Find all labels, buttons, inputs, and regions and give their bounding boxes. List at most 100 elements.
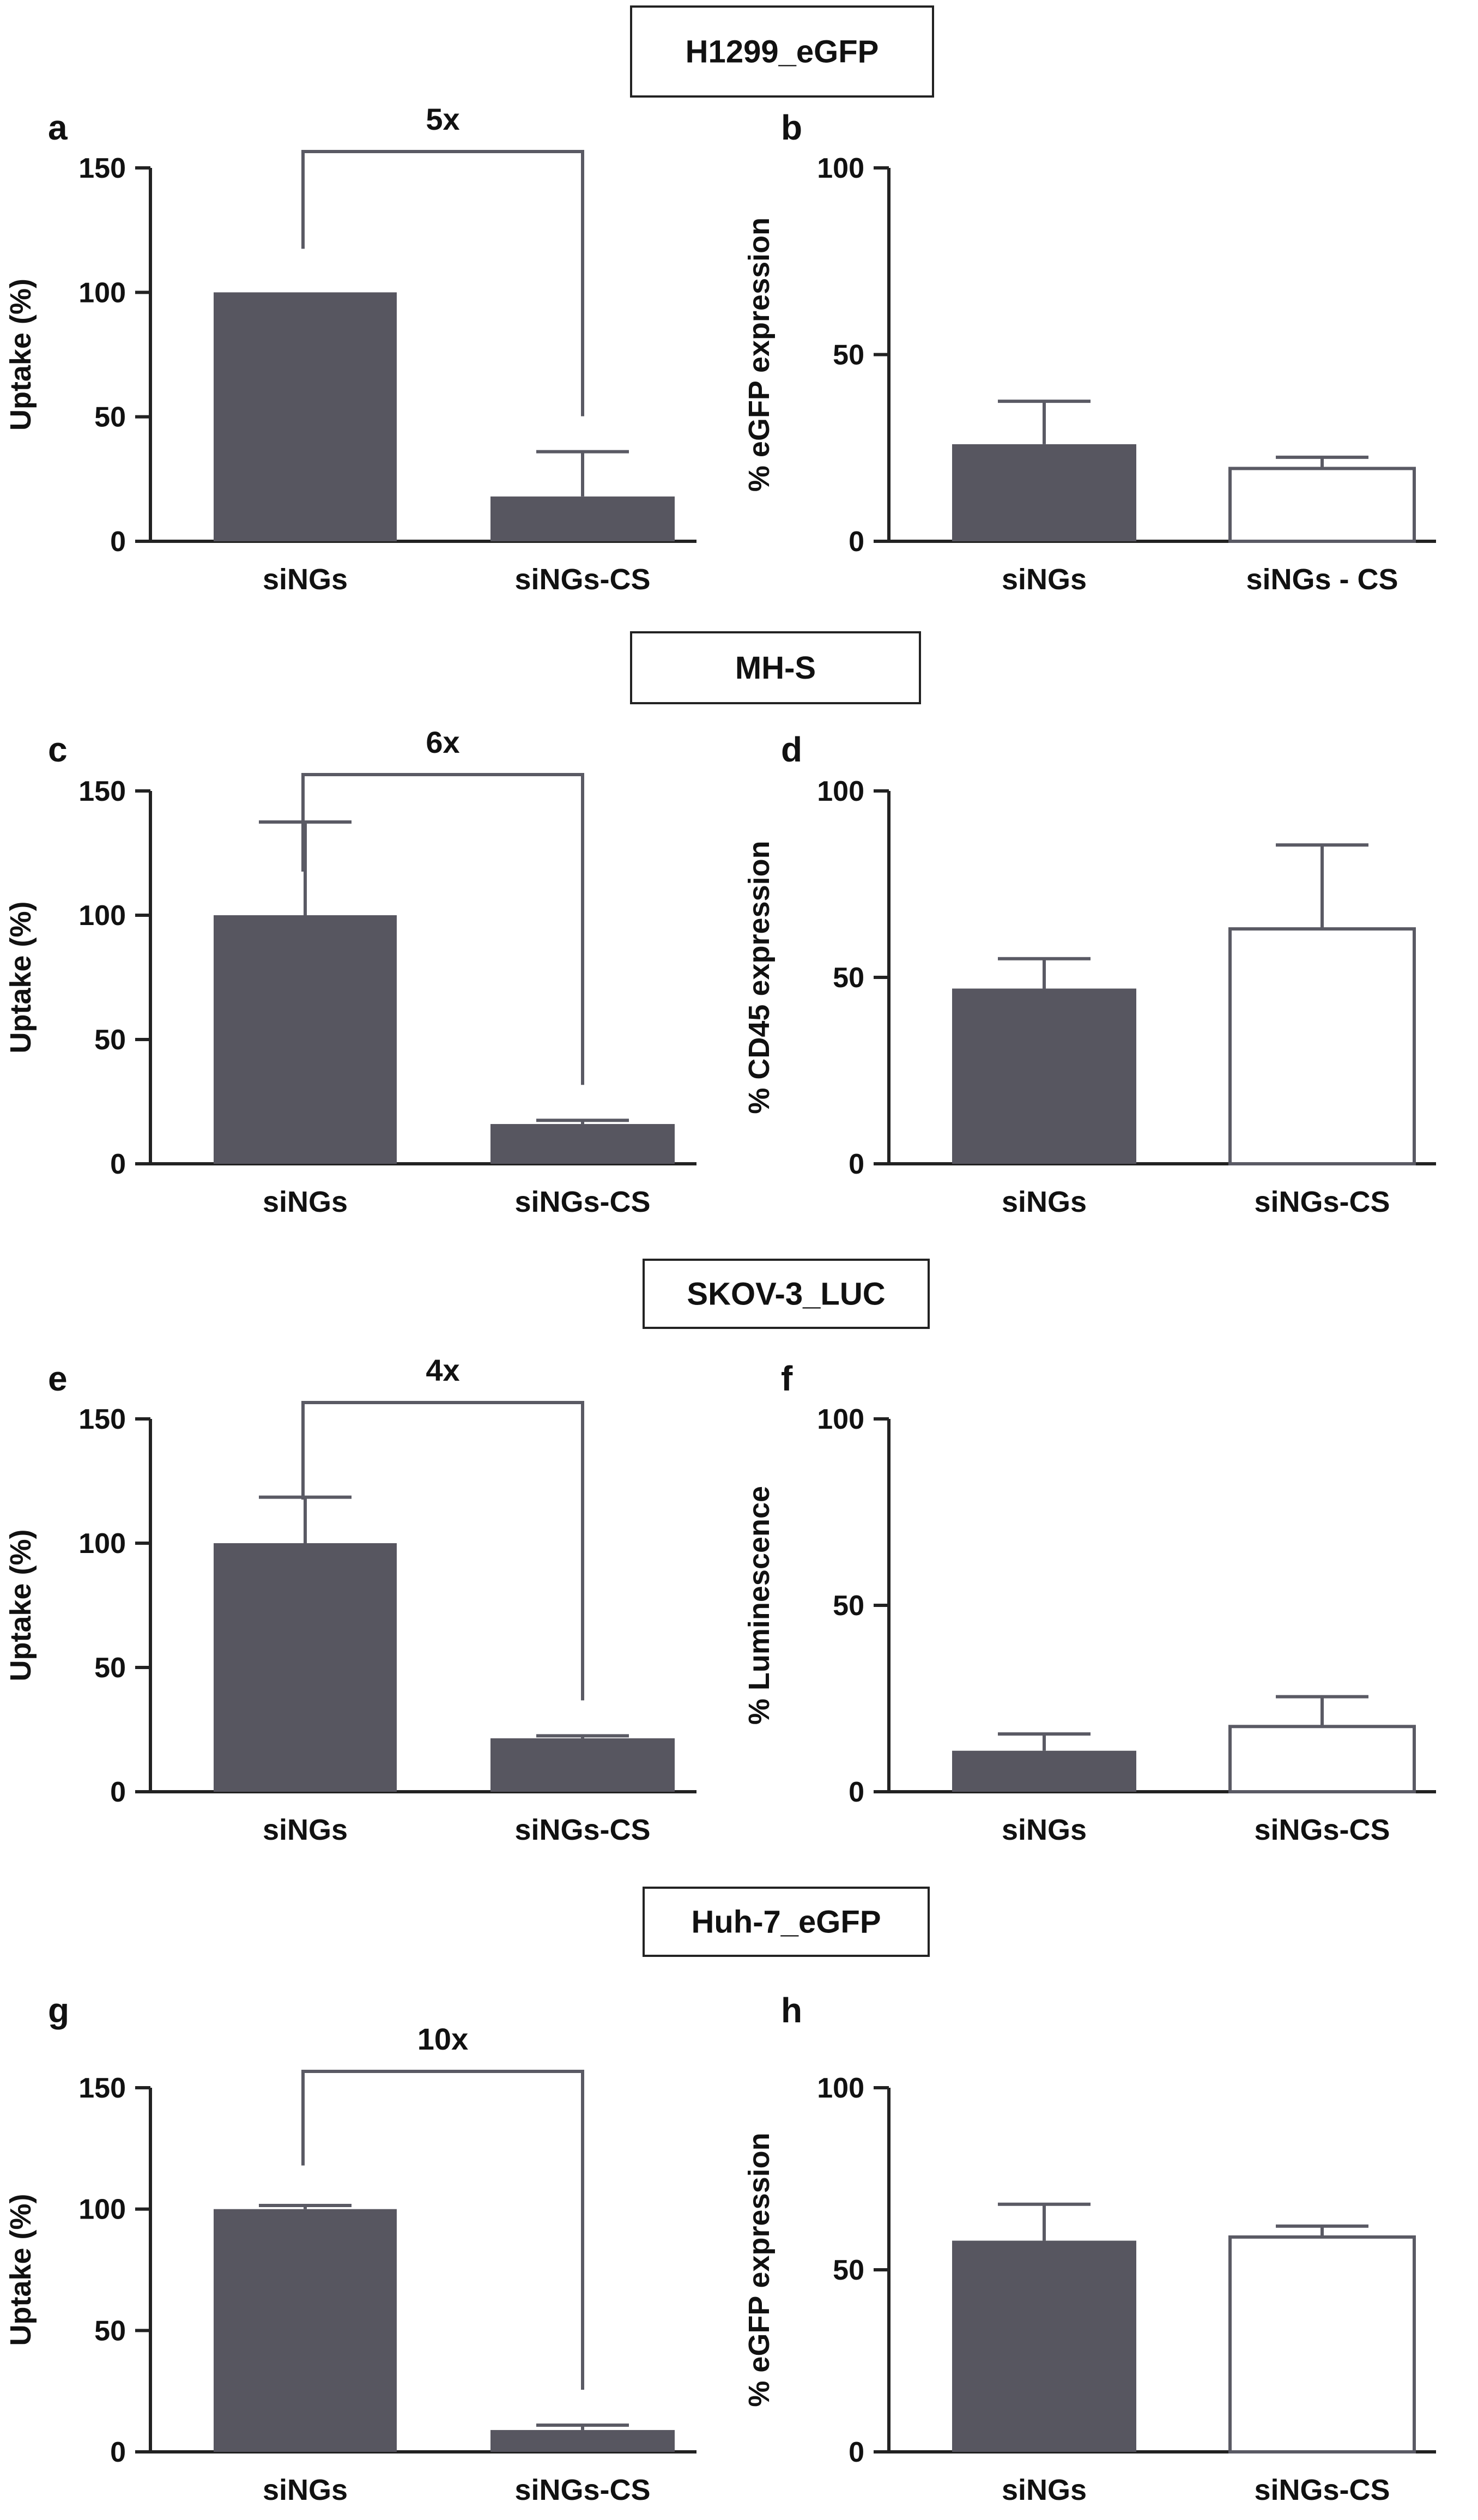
bar-sings: [214, 292, 397, 541]
bar-sings-cs: [1228, 1725, 1416, 1794]
x-tick-label: siNGs - CS: [1246, 563, 1398, 596]
x-tick-label: siNGs: [1002, 1814, 1087, 1846]
bar-sings-cs: [490, 2430, 675, 2452]
y-tick-label: 100: [817, 1404, 864, 1435]
y-tick-label: 0: [110, 1149, 126, 1180]
bar-sings-cs: [1228, 467, 1416, 543]
bar-sings: [952, 1750, 1136, 1792]
bar-sings: [952, 444, 1136, 541]
significance-bracket: [301, 150, 584, 416]
fold-change-label: 5x: [426, 102, 459, 136]
y-tick-label: 50: [833, 962, 864, 994]
cell-line-box: [643, 1887, 930, 1957]
bar-sings: [952, 988, 1136, 1164]
y-axis-title: % eGFP expression: [743, 2132, 776, 2407]
cell-line-box: [630, 631, 921, 704]
y-axis-title: Uptake (%): [4, 2193, 37, 2346]
x-tick-label: siNGs: [1002, 563, 1087, 596]
y-tick-label: 0: [849, 1149, 864, 1180]
bar-sings: [214, 2209, 397, 2452]
x-tick-label: siNGs-CS: [514, 1186, 650, 1218]
x-tick-label: siNGs: [1002, 1186, 1087, 1218]
fold-change-label: 6x: [426, 725, 459, 759]
cell-line-box: [630, 5, 934, 98]
y-axis-title: % eGFP expression: [743, 217, 776, 492]
panel-b: b 0 50 100 % eGFP expression siNGs siNGs - CS: [743, 108, 1436, 596]
y-tick-label: 0: [849, 1776, 864, 1808]
y-tick-label: 0: [849, 2437, 864, 2468]
significance-bracket: [301, 2070, 584, 2390]
panel-h: h 0 50 100 % eGFP expression siNGs siNGs-CS: [743, 1991, 1436, 2506]
panel-letter-f: f: [781, 1359, 793, 1398]
x-tick-label: siNGs-CS: [1254, 1814, 1390, 1846]
significance-bracket: [301, 1401, 584, 1701]
y-tick-label: 100: [78, 1528, 126, 1560]
y-tick-label: 0: [110, 2437, 126, 2468]
panel-g: g 0 50 100 150 Uptake (%) siNGs siNGs-CS 10x: [4, 1991, 696, 2506]
bar-sings-cs: [490, 1738, 675, 1792]
cell-line-header: MH-S: [630, 631, 921, 704]
panel-a: a 0 50 100 150 Uptake (%) siNGs siNGs-CS 5x: [4, 102, 696, 596]
panel-letter-g: g: [48, 1991, 69, 2030]
cell-line-title: Huh-7_eGFP: [691, 1905, 881, 1940]
y-axis-title: Uptake (%): [4, 1529, 37, 1681]
x-tick-label: siNGs: [263, 1186, 348, 1218]
cell-line-title: SKOV-3_LUC: [687, 1277, 885, 1312]
bar-sings-cs: [1228, 927, 1416, 1165]
panel-letter-b: b: [781, 108, 802, 147]
y-tick-label: 0: [110, 526, 126, 558]
y-tick-label: 100: [817, 153, 864, 184]
bar-sings-cs: [490, 1124, 675, 1164]
panel-letter-d: d: [781, 730, 802, 769]
y-tick-label: 0: [849, 526, 864, 558]
bar-sings-cs: [1228, 2235, 1416, 2453]
panel-f: f 0 50 100 % Luminescence siNGs siNGs-CS: [743, 1359, 1436, 1846]
panel-c: c 0 50 100 150 Uptake (%) siNGs siNGs-CS 6x: [4, 725, 696, 1218]
significance-bracket: [301, 773, 584, 1085]
panel-letter-h: h: [781, 1991, 802, 2030]
x-tick-label: siNGs: [263, 2474, 348, 2506]
y-tick-label: 50: [833, 340, 864, 371]
y-axis-title: Uptake (%): [4, 279, 37, 431]
fold-change-label: 10x: [417, 2022, 468, 2056]
x-tick-label: siNGs-CS: [514, 2474, 650, 2506]
cell-line-header: H1299_eGFP: [630, 5, 934, 98]
bar-sings: [214, 915, 397, 1164]
x-tick-label: siNGs: [1002, 2474, 1087, 2506]
panel-letter-e: e: [48, 1359, 68, 1398]
y-tick-label: 100: [817, 2072, 864, 2104]
fold-change-label: 4x: [426, 1353, 459, 1387]
bar-sings: [952, 2240, 1136, 2452]
y-axis-title: Uptake (%): [4, 901, 37, 1053]
cell-line-title: H1299_eGFP: [686, 34, 879, 70]
y-tick-label: 50: [94, 402, 126, 433]
x-tick-label: siNGs-CS: [1254, 1186, 1390, 1218]
panel-e: e 0 50 100 150 Uptake (%) siNGs siNGs-CS 4x: [4, 1353, 696, 1846]
y-tick-label: 100: [78, 2194, 126, 2226]
y-tick-label: 50: [94, 1024, 126, 1056]
bar-sings-cs: [490, 496, 675, 541]
y-tick-label: 150: [78, 776, 126, 807]
cell-line-header: SKOV-3_LUC: [643, 1259, 930, 1329]
panel-d: d 0 50 100 % CD45 expression siNGs siNGs-CS: [743, 730, 1436, 1218]
y-axis-title: % CD45 expression: [743, 841, 776, 1114]
x-tick-label: siNGs: [263, 1814, 348, 1846]
y-tick-label: 150: [78, 2072, 126, 2104]
y-tick-label: 50: [833, 2255, 864, 2286]
x-tick-label: siNGs: [263, 563, 348, 596]
x-tick-label: siNGs-CS: [514, 1814, 650, 1846]
y-axis-title: % Luminescence: [743, 1486, 776, 1725]
y-tick-label: 100: [78, 900, 126, 932]
y-tick-label: 50: [833, 1590, 864, 1622]
y-tick-label: 150: [78, 1404, 126, 1435]
x-tick-label: siNGs-CS: [514, 563, 650, 596]
y-tick-label: 50: [94, 1652, 126, 1684]
cell-line-header: Huh-7_eGFP: [643, 1887, 930, 1957]
bar-sings: [214, 1543, 397, 1792]
cell-line-box: [643, 1259, 930, 1329]
y-tick-label: 0: [110, 1776, 126, 1808]
y-tick-label: 100: [817, 776, 864, 807]
y-tick-label: 150: [78, 153, 126, 184]
